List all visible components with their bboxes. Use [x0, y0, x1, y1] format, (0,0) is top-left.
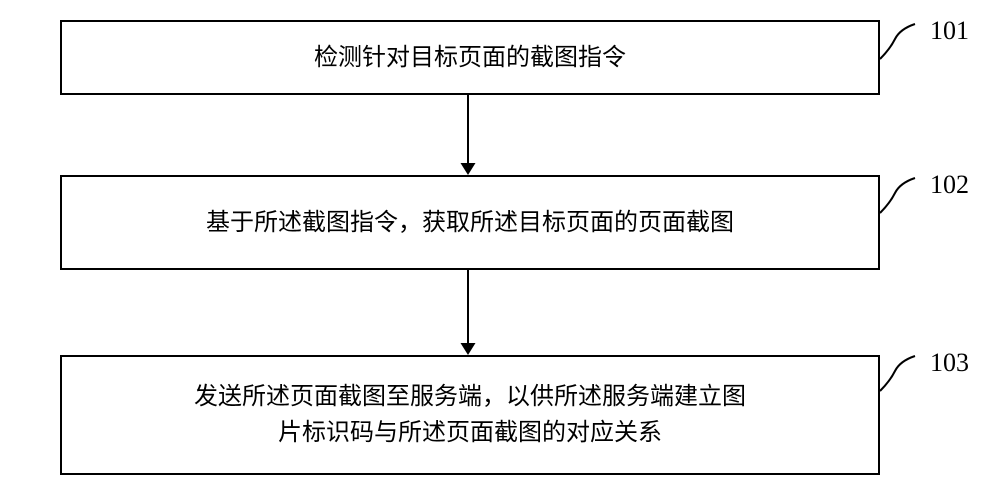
flowchart-node-2: 基于所述截图指令，获取所述目标页面的页面截图: [60, 175, 880, 270]
curly-connector-3: [875, 346, 935, 406]
step-label-1: 101: [930, 16, 969, 46]
arrow-1: [453, 95, 483, 175]
node-3-text: 发送所述页面截图至服务端，以供所述服务端建立图片标识码与所述页面截图的对应关系: [194, 379, 746, 451]
flowchart-container: 检测针对目标页面的截图指令 101 基于所述截图指令，获取所述目标页面的页面截图…: [0, 0, 1000, 503]
step-label-2: 102: [930, 170, 969, 200]
arrow-2: [453, 270, 483, 355]
curly-connector-2: [875, 168, 935, 228]
flowchart-node-3: 发送所述页面截图至服务端，以供所述服务端建立图片标识码与所述页面截图的对应关系: [60, 355, 880, 475]
node-1-text: 检测针对目标页面的截图指令: [314, 40, 626, 76]
curly-connector-1: [875, 14, 935, 74]
flowchart-node-1: 检测针对目标页面的截图指令: [60, 20, 880, 95]
step-label-3: 103: [930, 348, 969, 378]
node-2-text: 基于所述截图指令，获取所述目标页面的页面截图: [206, 205, 734, 241]
